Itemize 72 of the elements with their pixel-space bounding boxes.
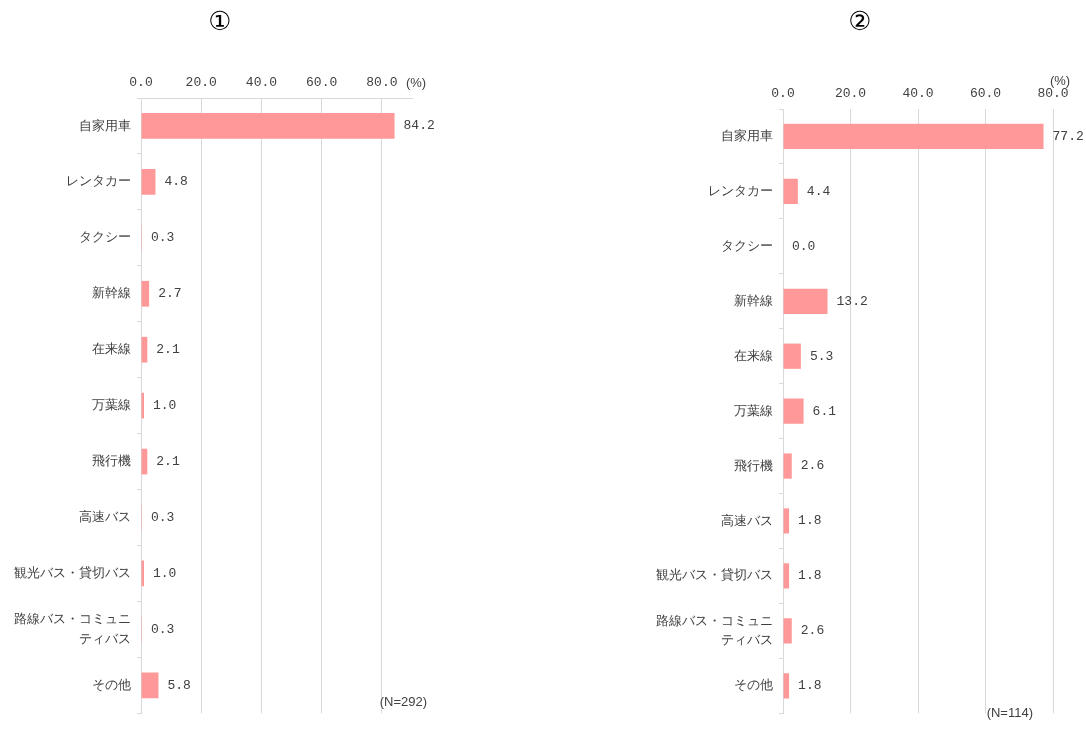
y-tick-label: 路線バス・コミュニティバス: [656, 612, 773, 648]
x-tick-label: 40.0: [245, 74, 278, 90]
chart-title: ①: [208, 5, 232, 36]
data-label: 1.8: [798, 678, 822, 694]
data-label: 77.2: [1052, 128, 1084, 144]
x-tick-label: 0.0: [129, 74, 153, 90]
x-axis-title: (%): [405, 74, 427, 90]
data-label: 6.1: [812, 403, 837, 419]
data-label: 0.3: [150, 621, 175, 637]
y-tick-label: その他: [734, 677, 773, 693]
y-tick-label: その他: [92, 676, 131, 692]
y-tick-label: レンタカー: [708, 182, 773, 198]
annotation: (N=114): [986, 704, 1033, 720]
data-label: 1.8: [798, 513, 822, 529]
data-label: 5.3: [809, 348, 834, 364]
bar: [783, 343, 801, 369]
data-label: 2.6: [800, 623, 825, 639]
data-label: 0.0: [792, 238, 816, 254]
data-label: 2.1: [156, 453, 180, 469]
y-tick-label: 路線バス・コミュニティバス: [14, 611, 131, 646]
bar: [141, 280, 150, 307]
y-tick-label: 自家用車: [721, 128, 773, 144]
bar: [783, 398, 804, 424]
bar: [141, 113, 395, 139]
data-label: 2.1: [156, 342, 180, 358]
data-label: 84.2: [403, 118, 435, 134]
data-label: 13.2: [836, 293, 868, 309]
y-tick-label: 新幹線: [92, 285, 131, 301]
data-label: 4.8: [164, 174, 188, 190]
y-tick-label: 自家用車: [79, 117, 131, 133]
chart-title: ②: [848, 5, 872, 36]
x-tick-label: 20.0: [834, 85, 867, 101]
bar: [783, 563, 790, 589]
y-tick-label: 在来線: [92, 341, 131, 357]
bar: [141, 169, 156, 195]
y-tick-label: 万葉線: [734, 402, 773, 418]
data-label: 1.0: [153, 398, 177, 414]
x-tick-label: 0.0: [771, 85, 795, 101]
data-label: 5.8: [167, 677, 191, 693]
y-tick-label: タクシー: [79, 229, 131, 245]
bar: [783, 288, 828, 314]
y-tick-label: 在来線: [734, 347, 773, 363]
bar: [783, 618, 792, 644]
data-label: 4.4: [806, 183, 831, 199]
x-axis-title: (%): [1049, 72, 1071, 88]
y-tick-label: 万葉線: [92, 397, 131, 413]
x-tick-label: 80.0: [366, 74, 398, 90]
data-label: 2.6: [800, 458, 825, 474]
x-tick-label: 20.0: [185, 74, 217, 90]
x-tick-label: 60.0: [969, 85, 1002, 101]
data-label: 1.0: [153, 565, 177, 581]
bar: [783, 123, 1044, 150]
x-tick-label: 40.0: [902, 85, 934, 101]
data-label: 2.7: [158, 286, 182, 302]
annotation: (N=292): [379, 693, 427, 709]
y-tick-label: 観光バス・貸切バス: [14, 565, 131, 580]
y-tick-label: 高速バス: [721, 512, 773, 528]
bar: [783, 178, 798, 205]
y-tick-label: 飛行機: [734, 457, 773, 473]
y-tick-label: 観光バス・貸切バス: [656, 567, 773, 583]
y-tick-label: 高速バス: [79, 509, 131, 525]
y-tick-label: 飛行機: [92, 453, 131, 469]
bar: [141, 672, 159, 699]
x-tick-label: 60.0: [306, 74, 338, 90]
y-tick-label: レンタカー: [66, 173, 131, 189]
y-tick-label: タクシー: [721, 237, 773, 253]
data-label: 1.8: [798, 568, 822, 584]
bar: [783, 453, 792, 479]
y-tick-label: 新幹線: [734, 292, 773, 308]
data-label: 0.3: [150, 230, 175, 246]
bar: [783, 508, 790, 534]
data-label: 0.3: [150, 509, 175, 525]
